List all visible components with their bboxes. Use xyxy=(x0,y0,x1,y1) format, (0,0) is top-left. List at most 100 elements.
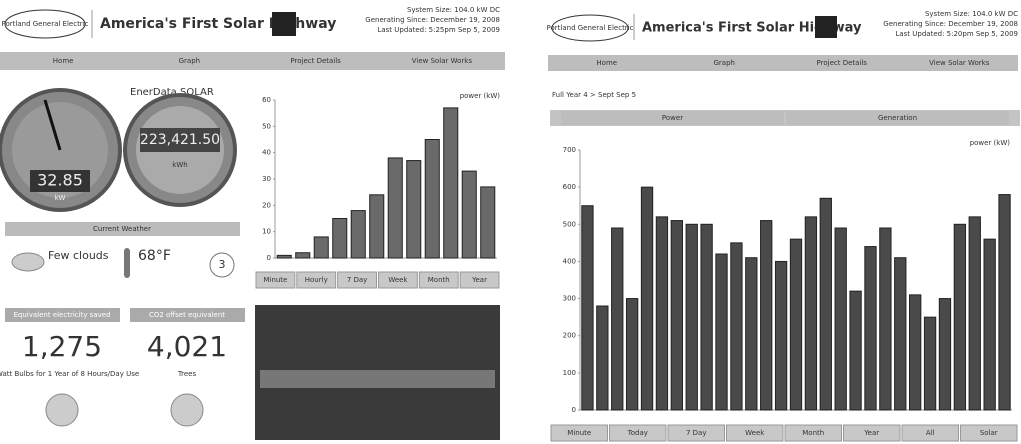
bar xyxy=(880,228,891,410)
bar xyxy=(671,221,682,410)
last-updated: Last Updated: 5:25pm Sep 5, 2009 xyxy=(377,26,500,34)
y-tick-label: 30 xyxy=(262,175,271,183)
range-label[interactable]: Today xyxy=(627,429,648,437)
bar xyxy=(701,224,712,410)
bar xyxy=(444,108,458,258)
screenshot: Portland General Electric America's Firs… xyxy=(0,0,1021,444)
bar xyxy=(425,140,439,259)
y-tick-label: 600 xyxy=(563,183,576,191)
range-label[interactable]: Year xyxy=(471,276,487,284)
y-tick-label: 10 xyxy=(262,228,271,236)
odot-logo xyxy=(815,16,837,38)
bar xyxy=(820,198,831,410)
bar xyxy=(924,317,935,410)
nav-label[interactable]: Home xyxy=(53,57,74,65)
bar xyxy=(370,195,384,258)
y-tick-label: 20 xyxy=(262,201,271,209)
bar xyxy=(895,258,906,410)
bar xyxy=(481,187,495,258)
chart-legend: power (kW) xyxy=(460,92,501,100)
generating-since: Generating Since: December 19, 2008 xyxy=(365,16,500,24)
y-tick-label: 100 xyxy=(563,369,576,377)
nav-label[interactable]: Home xyxy=(596,59,617,67)
stat-value: 1,275 xyxy=(22,330,102,363)
stat-caption: 60 Watt Bulbs for 1 Year of 8 Hours/Day … xyxy=(0,370,139,378)
y-tick-label: 0 xyxy=(267,254,271,262)
bar xyxy=(351,211,365,258)
range-label[interactable]: Solar xyxy=(980,429,998,437)
range-label[interactable]: Month xyxy=(802,429,824,437)
stat-heading: Equivalent electricity saved xyxy=(13,311,110,319)
energy-unit: kWh xyxy=(172,161,187,169)
y-tick-label: 40 xyxy=(262,149,271,157)
odot-logo xyxy=(272,12,296,36)
bar xyxy=(761,221,772,410)
bar xyxy=(835,228,846,410)
brand: Portland General Electric xyxy=(547,24,634,32)
weather-heading: Current Weather xyxy=(93,225,151,233)
system-size: System Size: 104.0 kW DC xyxy=(407,6,500,14)
bar xyxy=(314,237,328,258)
range-label[interactable]: Week xyxy=(745,429,765,437)
stat-icon xyxy=(171,394,203,426)
system-size: System Size: 104.0 kW DC xyxy=(925,10,1018,18)
tab-label[interactable]: Power xyxy=(662,114,683,122)
y-tick-label: 0 xyxy=(572,406,576,414)
bar xyxy=(296,253,310,258)
brand: Portland General Electric xyxy=(2,20,89,28)
energy-value: 223,421.50 xyxy=(140,132,220,148)
range-label[interactable]: Hourly xyxy=(305,276,328,284)
uv-index: 3 xyxy=(219,258,226,271)
bar xyxy=(910,295,921,410)
y-tick-label: 500 xyxy=(563,220,576,228)
bar xyxy=(969,217,980,410)
weather-condition: Few clouds xyxy=(48,249,109,262)
bar xyxy=(746,258,757,410)
range-label[interactable]: Week xyxy=(388,276,408,284)
chart-legend: power (kW) xyxy=(970,139,1011,147)
stat-icon xyxy=(46,394,78,426)
bar xyxy=(641,187,652,410)
range-label[interactable]: 7 Day xyxy=(347,276,368,284)
range-label[interactable]: Year xyxy=(863,429,879,437)
stat-heading: CO2 offset equivalent xyxy=(149,311,225,319)
temperature: 68°F xyxy=(138,248,171,264)
range-label[interactable]: 7 Day xyxy=(686,429,707,437)
power-value: 32.85 xyxy=(37,171,83,190)
bar xyxy=(388,158,402,258)
stat-caption: Trees xyxy=(177,370,197,378)
y-tick-label: 50 xyxy=(262,122,271,130)
bar xyxy=(939,299,950,410)
bar xyxy=(999,195,1010,410)
bar xyxy=(462,171,476,258)
tab-label[interactable]: Generation xyxy=(878,114,917,122)
y-tick-label: 700 xyxy=(563,146,576,154)
range-label[interactable]: Minute xyxy=(567,429,591,437)
bar xyxy=(333,219,347,259)
bar xyxy=(612,228,623,410)
nav-label[interactable]: View Solar Works xyxy=(412,57,473,65)
y-tick-label: 200 xyxy=(563,332,576,340)
bar xyxy=(805,217,816,410)
bar xyxy=(984,239,995,410)
range-label[interactable]: Month xyxy=(428,276,450,284)
title: America's First Solar Highway xyxy=(100,16,336,32)
bar xyxy=(582,206,593,410)
last-updated: Last Updated: 5:20pm Sep 5, 2009 xyxy=(895,30,1018,38)
nav-label[interactable]: Graph xyxy=(179,57,200,65)
bar xyxy=(790,239,801,410)
nav-label[interactable]: View Solar Works xyxy=(929,59,990,67)
power-unit: kW xyxy=(55,194,66,202)
bar xyxy=(954,224,965,410)
nav-label[interactable]: Project Details xyxy=(290,57,341,65)
bar xyxy=(407,161,421,258)
bar xyxy=(731,243,742,410)
y-tick-label: 300 xyxy=(563,295,576,303)
y-tick-label: 400 xyxy=(563,257,576,265)
range-label[interactable]: All xyxy=(926,429,935,437)
range-label[interactable]: Minute xyxy=(263,276,287,284)
nav-label[interactable]: Project Details xyxy=(817,59,868,67)
bar xyxy=(656,217,667,410)
generating-since: Generating Since: December 19, 2008 xyxy=(883,20,1018,28)
nav-label[interactable]: Graph xyxy=(714,59,735,67)
